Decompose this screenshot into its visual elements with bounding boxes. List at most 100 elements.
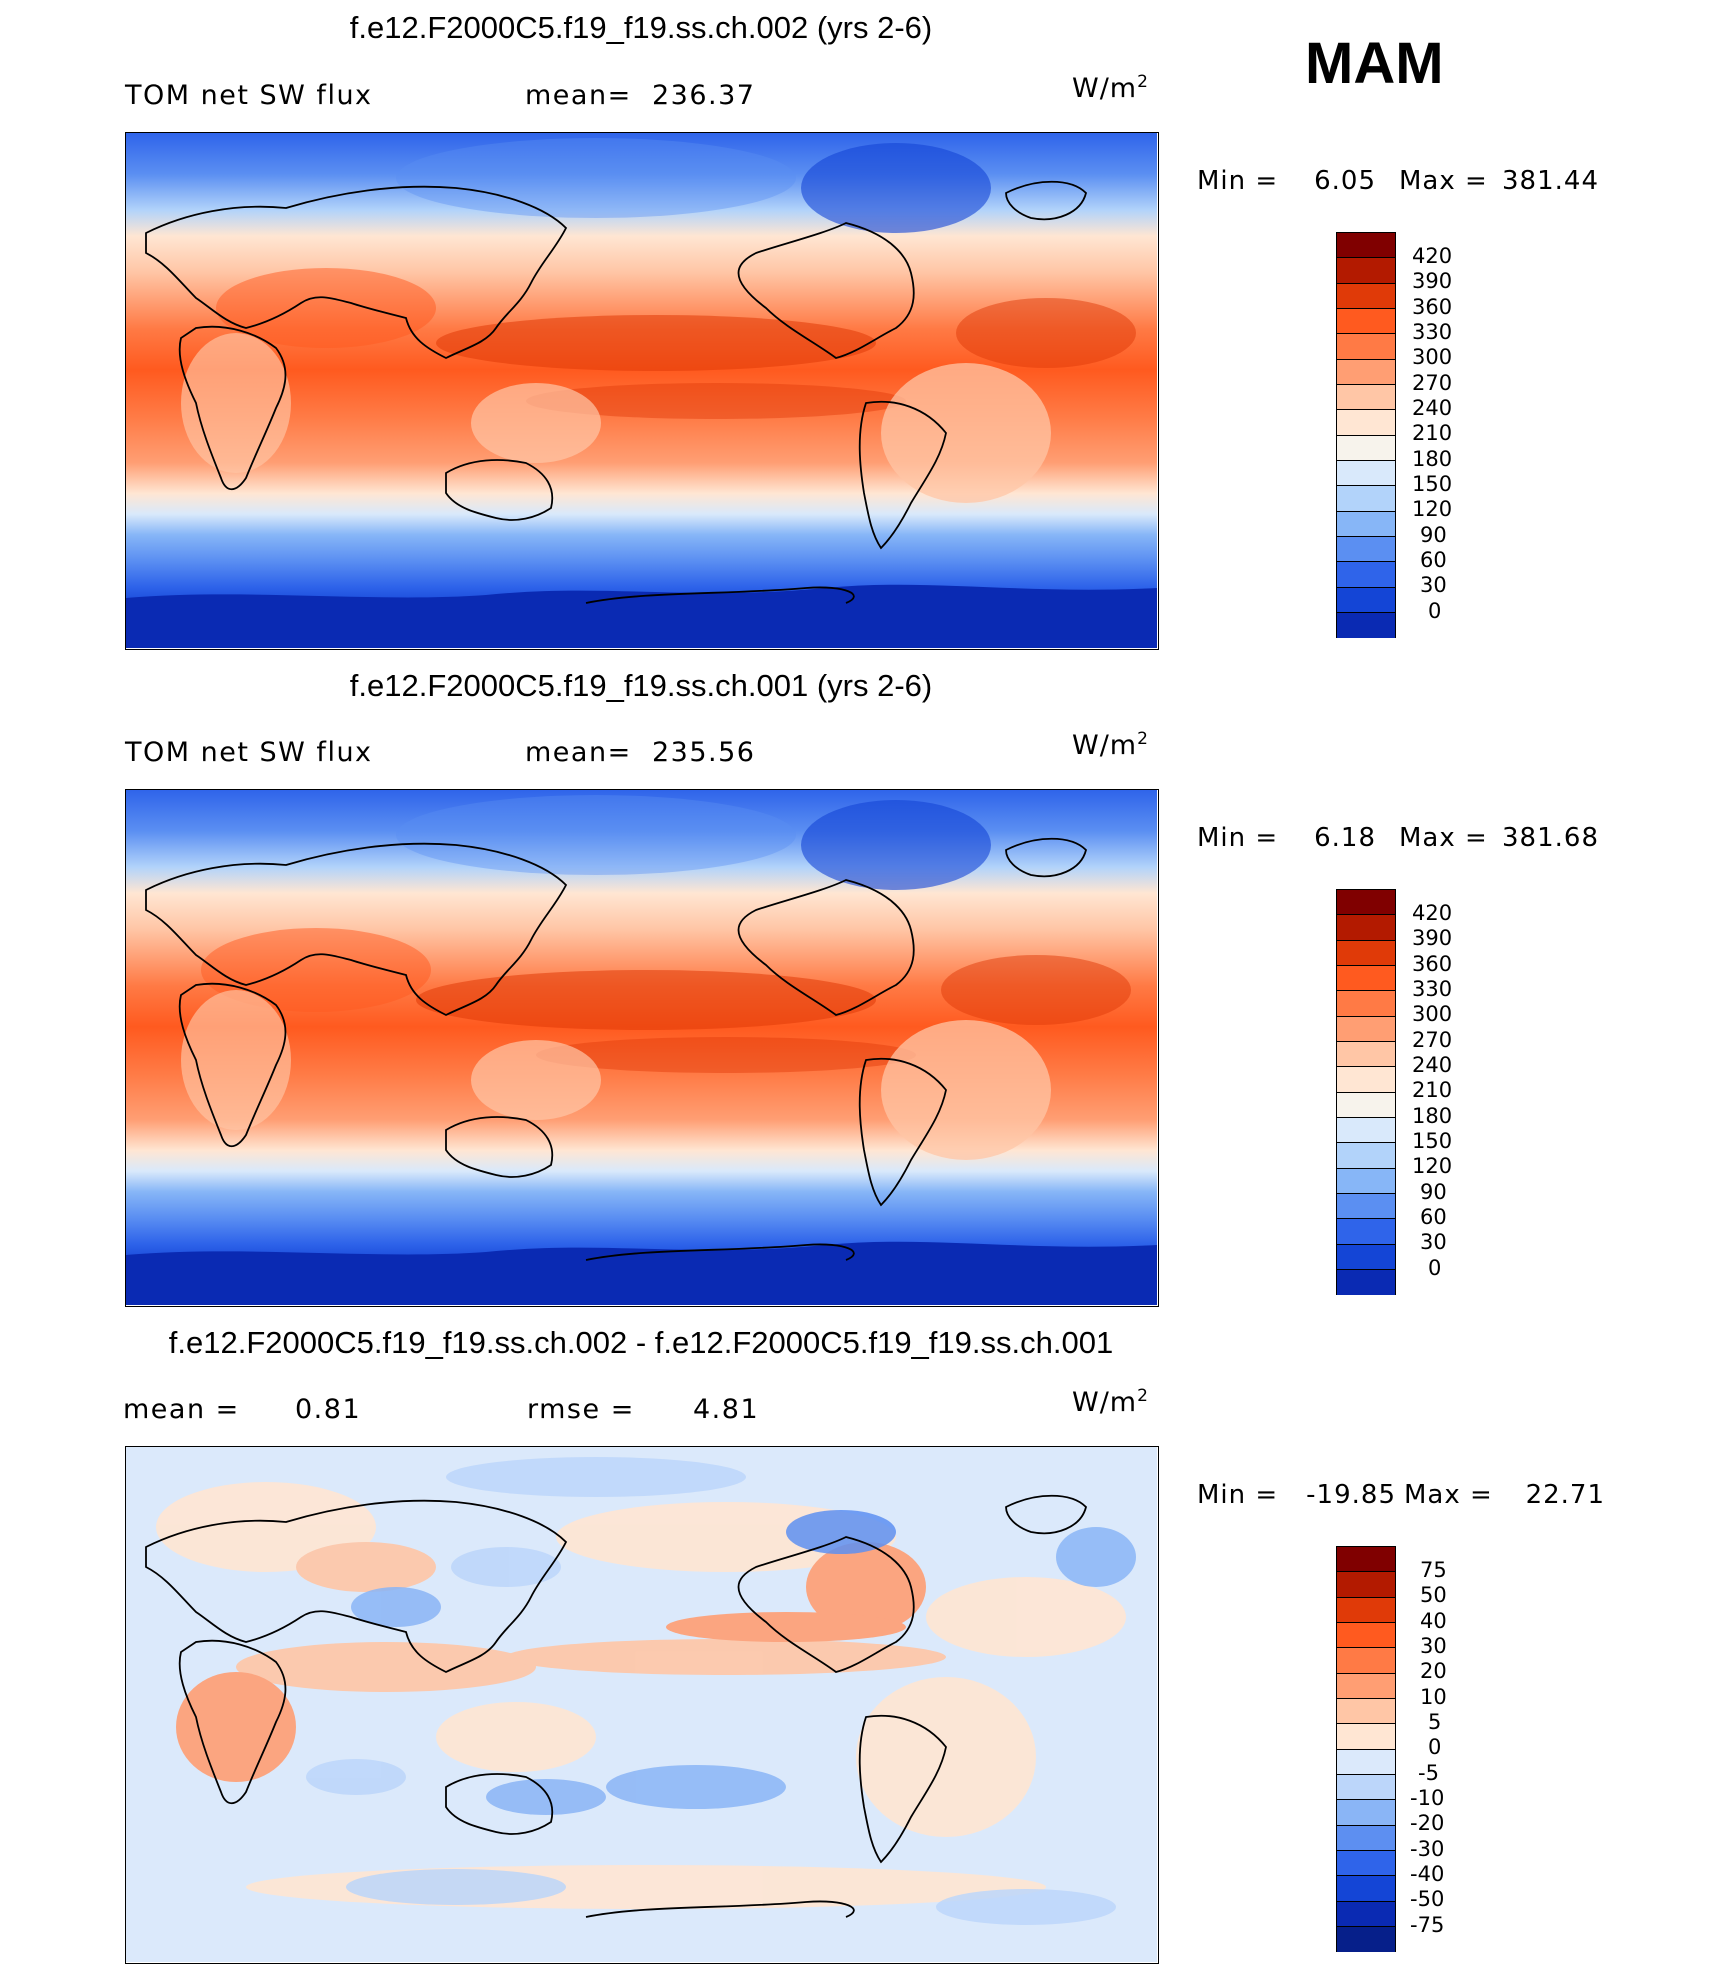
colorbar-tick-label: 50 bbox=[1420, 1583, 1447, 1607]
panel-1-colorbar-box bbox=[1337, 359, 1395, 385]
panel-3-colorbar-box bbox=[1337, 1698, 1395, 1725]
panel-2-map bbox=[125, 789, 1159, 1307]
panel-1-map bbox=[125, 132, 1159, 650]
colorbar-tick-label: 0 bbox=[1428, 1735, 1442, 1759]
colorbar-tick-label: 40 bbox=[1420, 1609, 1447, 1633]
panel-3-colorbar-box bbox=[1337, 1673, 1395, 1699]
panel-1-max-label: Max = bbox=[1399, 166, 1488, 196]
panel-1-colorbar-box bbox=[1337, 536, 1395, 563]
panel-2-colorbar-box bbox=[1337, 1219, 1395, 1245]
panel-1-colorbar bbox=[1336, 232, 1396, 639]
colorbar-tick-label: 270 bbox=[1412, 371, 1453, 395]
colorbar-tick-label: -50 bbox=[1410, 1887, 1445, 1911]
panel-2-mean-label: mean= bbox=[525, 737, 632, 768]
panel-2-colorbar-box bbox=[1337, 1143, 1395, 1169]
panel-2-min-label: Min = bbox=[1197, 823, 1279, 853]
panel-1-colorbar-box bbox=[1337, 587, 1395, 613]
colorbar-tick-label: 420 bbox=[1412, 244, 1453, 268]
season-label: MAM bbox=[1305, 31, 1444, 96]
panel-3-units: W/m2 bbox=[1072, 1386, 1149, 1418]
panel-1-colorbar-box bbox=[1337, 410, 1395, 436]
colorbar-tick-label: 20 bbox=[1420, 1659, 1447, 1683]
panel-3-colorbar-box bbox=[1337, 1622, 1395, 1649]
colorbar-tick-label: 75 bbox=[1420, 1558, 1447, 1582]
panel-2-colorbar-box bbox=[1337, 1168, 1395, 1194]
colorbar-tick-label: 210 bbox=[1412, 421, 1453, 445]
panel-3-rmse-value: 4.81 bbox=[693, 1394, 760, 1425]
panel-3-min-label: Min = bbox=[1197, 1480, 1279, 1510]
panel-1-units: W/m2 bbox=[1072, 72, 1149, 104]
panel-2-colorbar-box bbox=[1337, 1016, 1395, 1042]
panel-3-colorbar-box bbox=[1337, 1597, 1395, 1623]
colorbar-tick-label: 60 bbox=[1420, 1205, 1447, 1229]
panel-2-mean-value: 235.56 bbox=[652, 737, 756, 768]
panel-2-max-value: 381.68 bbox=[1502, 823, 1599, 853]
colorbar-tick-label: -10 bbox=[1410, 1786, 1445, 1810]
panel-1-colorbar-box bbox=[1337, 562, 1395, 588]
panel-3-max-label: Max = bbox=[1404, 1480, 1493, 1510]
colorbar-tick-label: -5 bbox=[1418, 1761, 1439, 1785]
panel-3-colorbar-box bbox=[1337, 1850, 1395, 1877]
panel-1-max-value: 381.44 bbox=[1502, 166, 1599, 196]
panel-1-colorbar-box bbox=[1337, 233, 1395, 259]
colorbar-tick-label: 120 bbox=[1412, 1154, 1453, 1178]
panel-2-min-value: 6.18 bbox=[1314, 823, 1376, 853]
panel-1-mean-value: 236.37 bbox=[652, 80, 756, 111]
panel-1-min-label: Min = bbox=[1197, 166, 1279, 196]
colorbar-tick-label: 180 bbox=[1412, 1104, 1453, 1128]
colorbar-tick-label: 10 bbox=[1420, 1685, 1447, 1709]
colorbar-tick-label: 180 bbox=[1412, 447, 1453, 471]
colorbar-tick-label: 390 bbox=[1412, 269, 1453, 293]
panel-3-colorbar-box bbox=[1337, 1901, 1395, 1927]
colorbar-tick-label: 360 bbox=[1412, 295, 1453, 319]
panel-1-colorbar-box bbox=[1337, 308, 1395, 335]
colorbar-tick-label: 5 bbox=[1428, 1710, 1442, 1734]
panel-1-colorbar-box bbox=[1337, 511, 1395, 537]
panel-3-colorbar-box bbox=[1337, 1547, 1395, 1573]
panel-3-colorbar-box bbox=[1337, 1774, 1395, 1801]
colorbar-tick-label: 30 bbox=[1420, 573, 1447, 597]
panel-1-mean-label: mean= bbox=[525, 80, 632, 111]
colorbar-tick-label: -40 bbox=[1410, 1862, 1445, 1886]
panel-2-units: W/m2 bbox=[1072, 729, 1149, 761]
colorbar-tick-label: 420 bbox=[1412, 901, 1453, 925]
panel-3-rmse-label: rmse = bbox=[527, 1394, 635, 1425]
panel-2-colorbar-box bbox=[1337, 1244, 1395, 1270]
panel-1-colorbar-box bbox=[1337, 334, 1395, 360]
panel-3-colorbar-box bbox=[1337, 1800, 1395, 1826]
panel-3-colorbar bbox=[1336, 1546, 1396, 1953]
colorbar-tick-label: 120 bbox=[1412, 497, 1453, 521]
panel-3-colorbar-box bbox=[1337, 1749, 1395, 1775]
panel-2-colorbar-box bbox=[1337, 1269, 1395, 1296]
colorbar-tick-label: 270 bbox=[1412, 1028, 1453, 1052]
panel-2-colorbar-box bbox=[1337, 915, 1395, 941]
panel-3-min-value: -19.85 bbox=[1306, 1480, 1396, 1510]
panel-3-colorbar-box bbox=[1337, 1572, 1395, 1598]
colorbar-tick-label: -30 bbox=[1410, 1837, 1445, 1861]
colorbar-tick-label: 30 bbox=[1420, 1230, 1447, 1254]
panel-1-colorbar-box bbox=[1337, 435, 1395, 461]
panel-1-colorbar-box bbox=[1337, 612, 1395, 639]
panel-1-colorbar-box bbox=[1337, 283, 1395, 309]
colorbar-tick-label: 90 bbox=[1420, 523, 1447, 547]
panel-2-colorbar-box bbox=[1337, 1067, 1395, 1093]
panel-1-colorbar-box bbox=[1337, 258, 1395, 284]
panel-2-title: f.e12.F2000C5.f19_f19.ss.ch.001 (yrs 2-6… bbox=[349, 668, 933, 703]
panel-3-title: f.e12.F2000C5.f19_f19.ss.ch.002 - f.e12.… bbox=[168, 1325, 1114, 1360]
panel-3-colorbar-box bbox=[1337, 1926, 1395, 1953]
panel-2-colorbar-box bbox=[1337, 1117, 1395, 1144]
panel-2-colorbar-box bbox=[1337, 1092, 1395, 1118]
panel-1-min-value: 6.05 bbox=[1314, 166, 1376, 196]
panel-2-colorbar-box bbox=[1337, 1193, 1395, 1220]
colorbar-tick-label: 240 bbox=[1412, 1053, 1453, 1077]
colorbar-tick-label: 150 bbox=[1412, 1129, 1453, 1153]
panel-1-title: f.e12.F2000C5.f19_f19.ss.ch.002 (yrs 2-6… bbox=[349, 10, 933, 45]
panel-2-colorbar-box bbox=[1337, 991, 1395, 1017]
colorbar-tick-label: 210 bbox=[1412, 1078, 1453, 1102]
colorbar-tick-label: 300 bbox=[1412, 345, 1453, 369]
panel-3-colorbar-box bbox=[1337, 1648, 1395, 1674]
panel-3-colorbar-box bbox=[1337, 1825, 1395, 1851]
panel-2-colorbar-box bbox=[1337, 940, 1395, 966]
colorbar-tick-label: 390 bbox=[1412, 926, 1453, 950]
colorbar-tick-label: 30 bbox=[1420, 1634, 1447, 1658]
